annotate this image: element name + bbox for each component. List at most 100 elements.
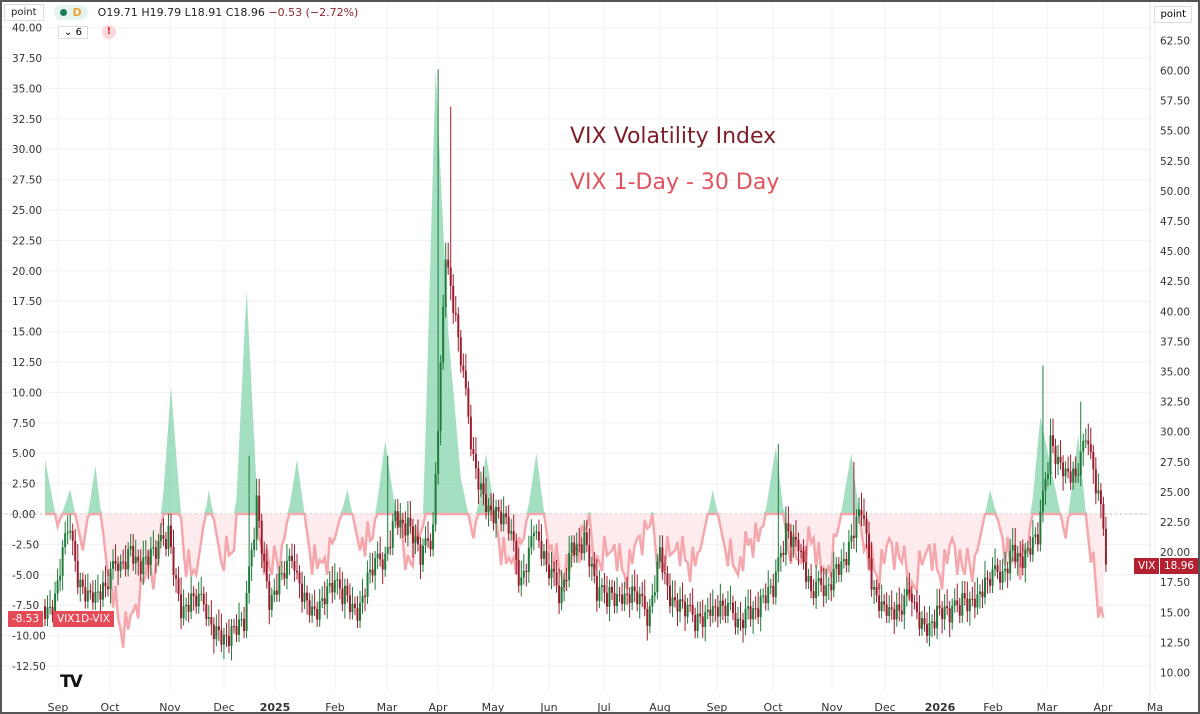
candle-body [898,604,901,611]
candle-body [1074,468,1077,476]
candle-body [784,523,787,555]
candle-body [500,511,503,525]
candle-body [154,547,157,559]
candle-body [558,585,561,604]
candle-body [908,589,911,594]
candle-body [391,521,394,548]
candle-body [628,594,631,604]
candle-body [817,578,820,582]
candle-body [142,557,145,575]
candle-body [1067,468,1070,472]
x-axis-label: Oct [763,701,783,714]
candle-body [681,599,684,602]
candle-body [394,511,397,522]
x-axis-label: Feb [325,701,344,714]
candle-body [608,587,611,607]
candle-body [978,591,981,595]
candle-body [177,578,180,595]
candle-body [802,551,805,563]
candle-body [265,561,268,582]
candle-body [938,605,941,609]
candle-body [117,563,120,571]
candle-body [222,634,225,645]
candle-body [812,591,815,599]
candle-body [1092,452,1095,470]
candle-body [1057,456,1060,465]
candle-body [726,602,729,616]
candle-body [220,630,223,645]
candle-body [258,495,261,521]
candle-body [711,606,714,616]
legend: point D O19.71 H19.79 L18.91 C18.96 −0.5… [4,4,358,21]
candle-body [1077,475,1080,477]
candle-body [343,585,346,605]
x-axis-label: Mar [1037,701,1058,714]
candle-body [356,608,359,621]
candle-body [535,531,538,533]
candle-body [96,591,99,593]
candle-body [691,604,694,615]
left-axis-tick: 10.00 [12,387,42,399]
right-axis-tick: 60.00 [1160,66,1190,78]
candle-body [560,586,563,604]
candle-body [487,505,490,513]
right-axis-tick: 30.00 [1160,427,1190,439]
candle-body [1041,490,1044,512]
left-axis-tick: -7.50 [12,600,39,612]
candle-body [676,600,679,612]
left-axis-tick: 12.50 [12,357,42,369]
candle-body [928,622,931,636]
vix-value-tag: 18.96 [1160,558,1199,574]
candle-body [61,547,64,576]
candle-body [298,572,301,584]
candle-body [1062,462,1065,477]
candle-body [1026,548,1029,551]
candle-body [205,604,208,619]
right-axis-tick: 10.00 [1160,668,1190,680]
candle-body [210,616,213,625]
candle-body [439,362,442,431]
candle-body [84,586,87,602]
right-axis-tick: 17.50 [1160,577,1190,589]
right-axis-tick: 35.00 [1160,367,1190,379]
candle-body [578,544,581,546]
candle-body [605,592,608,607]
candle-body [346,585,349,596]
candle-body [716,607,719,617]
left-axis-tick: 5.00 [12,448,35,460]
candle-body [502,513,505,525]
candle-body [749,606,752,620]
candle-body [411,526,414,544]
candle-body [991,569,994,586]
candle-body [616,594,619,607]
candle-body [1072,468,1075,483]
candle-body [646,609,649,627]
candle-body [255,495,258,540]
symbol-pill[interactable]: D [53,5,88,20]
candle-body [323,598,326,605]
candle-body [285,560,288,579]
candle-body [545,551,548,565]
candle-body [968,598,971,612]
warning-icon[interactable]: ! [101,25,116,39]
indicator-toggle[interactable]: ⌄ 6 [58,25,88,39]
candle-body [731,602,734,613]
right-unit-label[interactable]: point [1154,6,1192,23]
candle-body [737,618,739,628]
left-axis-tick: 15.00 [12,327,42,339]
candle-body [479,483,482,490]
candle-body [983,577,986,598]
candle-body [689,604,692,606]
candle-body [827,584,830,586]
candle-body [474,453,477,469]
candle-body [699,613,702,617]
candle-body [696,613,699,632]
left-unit-label[interactable]: point [4,4,44,21]
candle-body [139,561,142,575]
candle-body [444,259,447,307]
candle-body [527,547,530,572]
candle-body [374,558,377,576]
candle-body [361,595,364,603]
